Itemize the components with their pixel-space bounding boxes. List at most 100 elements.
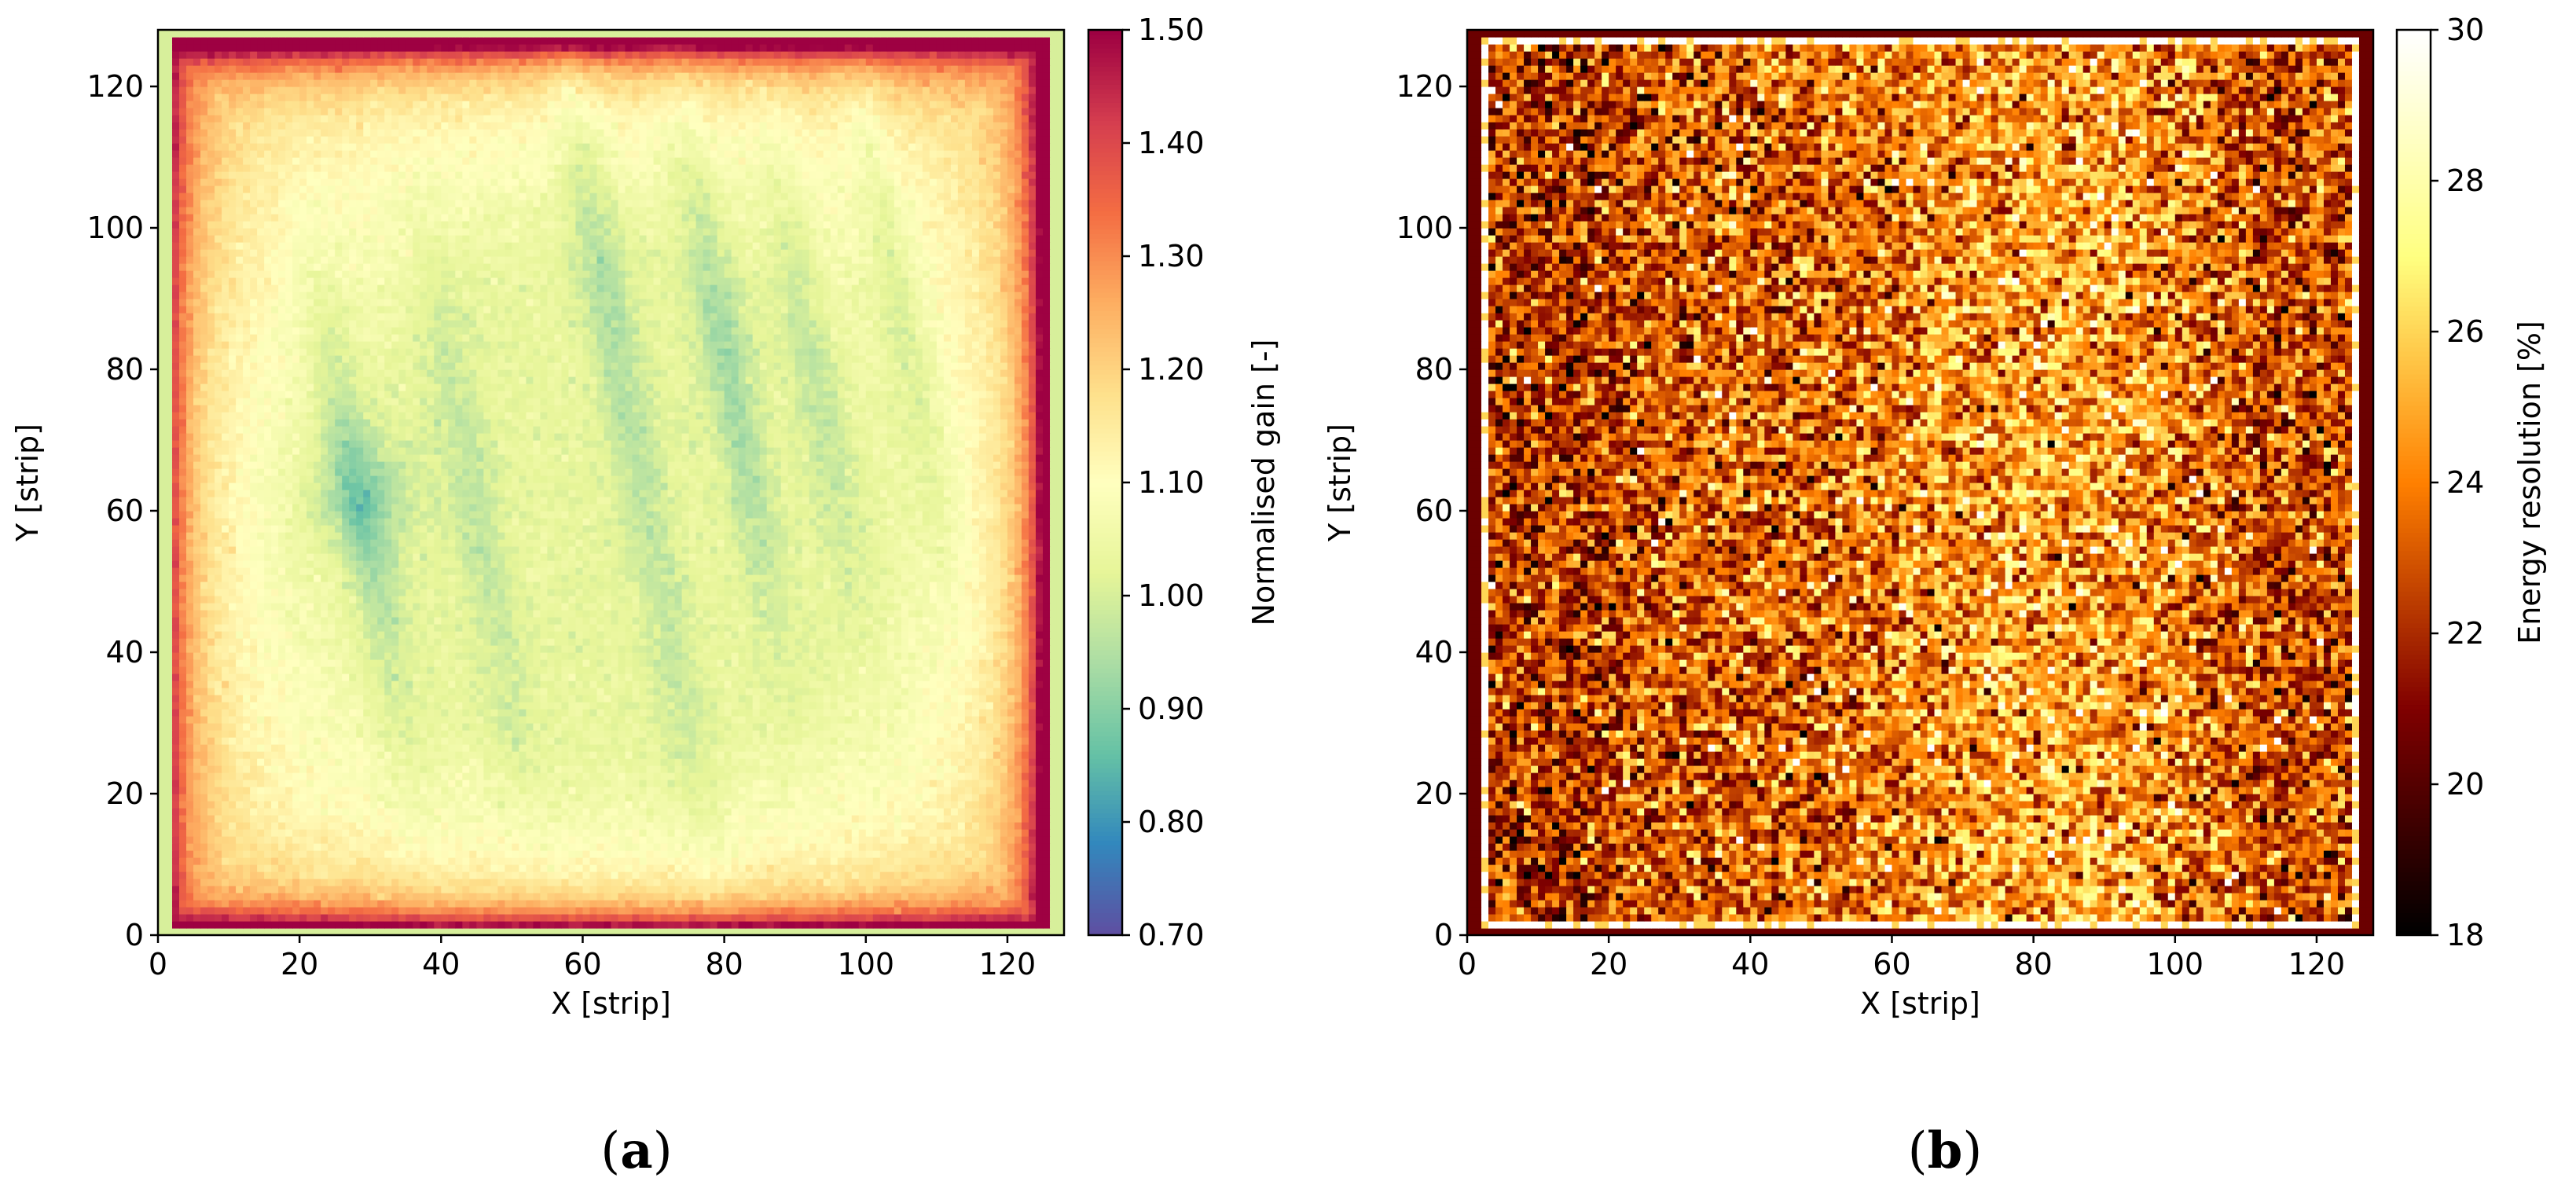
a-cell (271, 787, 279, 794)
a-cell (937, 787, 945, 794)
a-cell (958, 723, 966, 731)
a-cell (561, 780, 569, 787)
a-cell (554, 787, 562, 794)
a-cell (469, 829, 477, 837)
a-cell (809, 730, 817, 738)
a-cell (788, 780, 796, 787)
a-cell (986, 914, 994, 922)
a-cell (1022, 886, 1029, 893)
a-cell (845, 794, 853, 802)
a-cell (604, 723, 611, 731)
a-cell (753, 808, 761, 816)
a-cell (568, 900, 576, 908)
a-cell (965, 751, 973, 759)
a-cell (937, 765, 945, 773)
a-cell (1022, 900, 1029, 908)
a-cell (384, 879, 392, 886)
a-cell (873, 744, 881, 752)
a-cell (668, 737, 676, 745)
a-cell (682, 794, 690, 802)
a-cell (866, 808, 874, 816)
a-cell (845, 737, 853, 745)
a-cell (908, 730, 916, 738)
a-cell (746, 857, 754, 865)
a-cell (675, 843, 683, 851)
a-cell (824, 871, 831, 879)
a-cell (582, 879, 590, 886)
a-cell (186, 871, 194, 879)
a-cell (193, 921, 201, 929)
a-cell (633, 737, 640, 745)
a-cell (611, 836, 619, 844)
a-cell (866, 836, 874, 844)
a-cell (497, 843, 505, 851)
a-cell (732, 815, 739, 823)
a-cell (215, 744, 222, 752)
a-cell (519, 907, 527, 915)
a-cell (894, 794, 902, 802)
a-cell (314, 914, 321, 922)
a-cell (200, 737, 208, 745)
a-cell (186, 730, 194, 738)
a-cell (215, 737, 222, 745)
a-cell (505, 893, 512, 901)
a-cell (901, 829, 909, 837)
a-cell (540, 737, 548, 745)
a-cell (838, 836, 846, 844)
a-cell (732, 787, 739, 794)
a-cell (908, 815, 916, 823)
a-cell (696, 829, 704, 837)
a-cell (575, 829, 583, 837)
a-cell (172, 730, 180, 738)
a-cell (462, 914, 470, 922)
a-cell (838, 864, 846, 872)
a-cell (314, 864, 321, 872)
a-cell (944, 808, 952, 816)
a-cell (448, 879, 456, 886)
a-cell (236, 843, 244, 851)
a-cell (200, 871, 208, 879)
a-cell (193, 794, 201, 802)
a-cell (172, 751, 180, 759)
a-cell (703, 879, 711, 886)
a-cell (739, 900, 747, 908)
a-cell (321, 822, 328, 830)
a-cell (668, 808, 676, 816)
a-cell (448, 751, 456, 759)
a-cell (384, 829, 392, 837)
a-cell (391, 772, 399, 780)
a-cell (908, 900, 916, 908)
a-cell (448, 758, 456, 766)
a-cell (589, 907, 597, 915)
a-cell (767, 829, 775, 837)
a-cell (654, 730, 662, 738)
a-cell (158, 780, 166, 787)
a-cell (229, 893, 237, 901)
a-cell (229, 843, 237, 851)
a-cell (626, 794, 633, 802)
a-cell (441, 765, 449, 773)
a-cell (512, 822, 519, 830)
a-cell (916, 758, 923, 766)
a-cell (391, 893, 399, 901)
a-cell (986, 850, 994, 858)
a-cell (1036, 921, 1044, 929)
a-cell (732, 886, 739, 893)
a-cell (675, 780, 683, 787)
a-cell (391, 914, 399, 922)
a-cell (880, 765, 888, 773)
a-cell (497, 808, 505, 816)
a-cell (596, 808, 604, 816)
a-cell (1015, 723, 1022, 731)
a-cell (682, 808, 690, 816)
a-cell (377, 730, 385, 738)
a-cell (335, 758, 343, 766)
a-cell (1043, 765, 1051, 773)
a-cell (335, 744, 343, 752)
a-cell (490, 829, 498, 837)
a-cell (306, 829, 314, 837)
a-cell (356, 921, 364, 929)
a-cell (215, 914, 222, 922)
a-cell (816, 857, 824, 865)
a-cell (257, 836, 265, 844)
